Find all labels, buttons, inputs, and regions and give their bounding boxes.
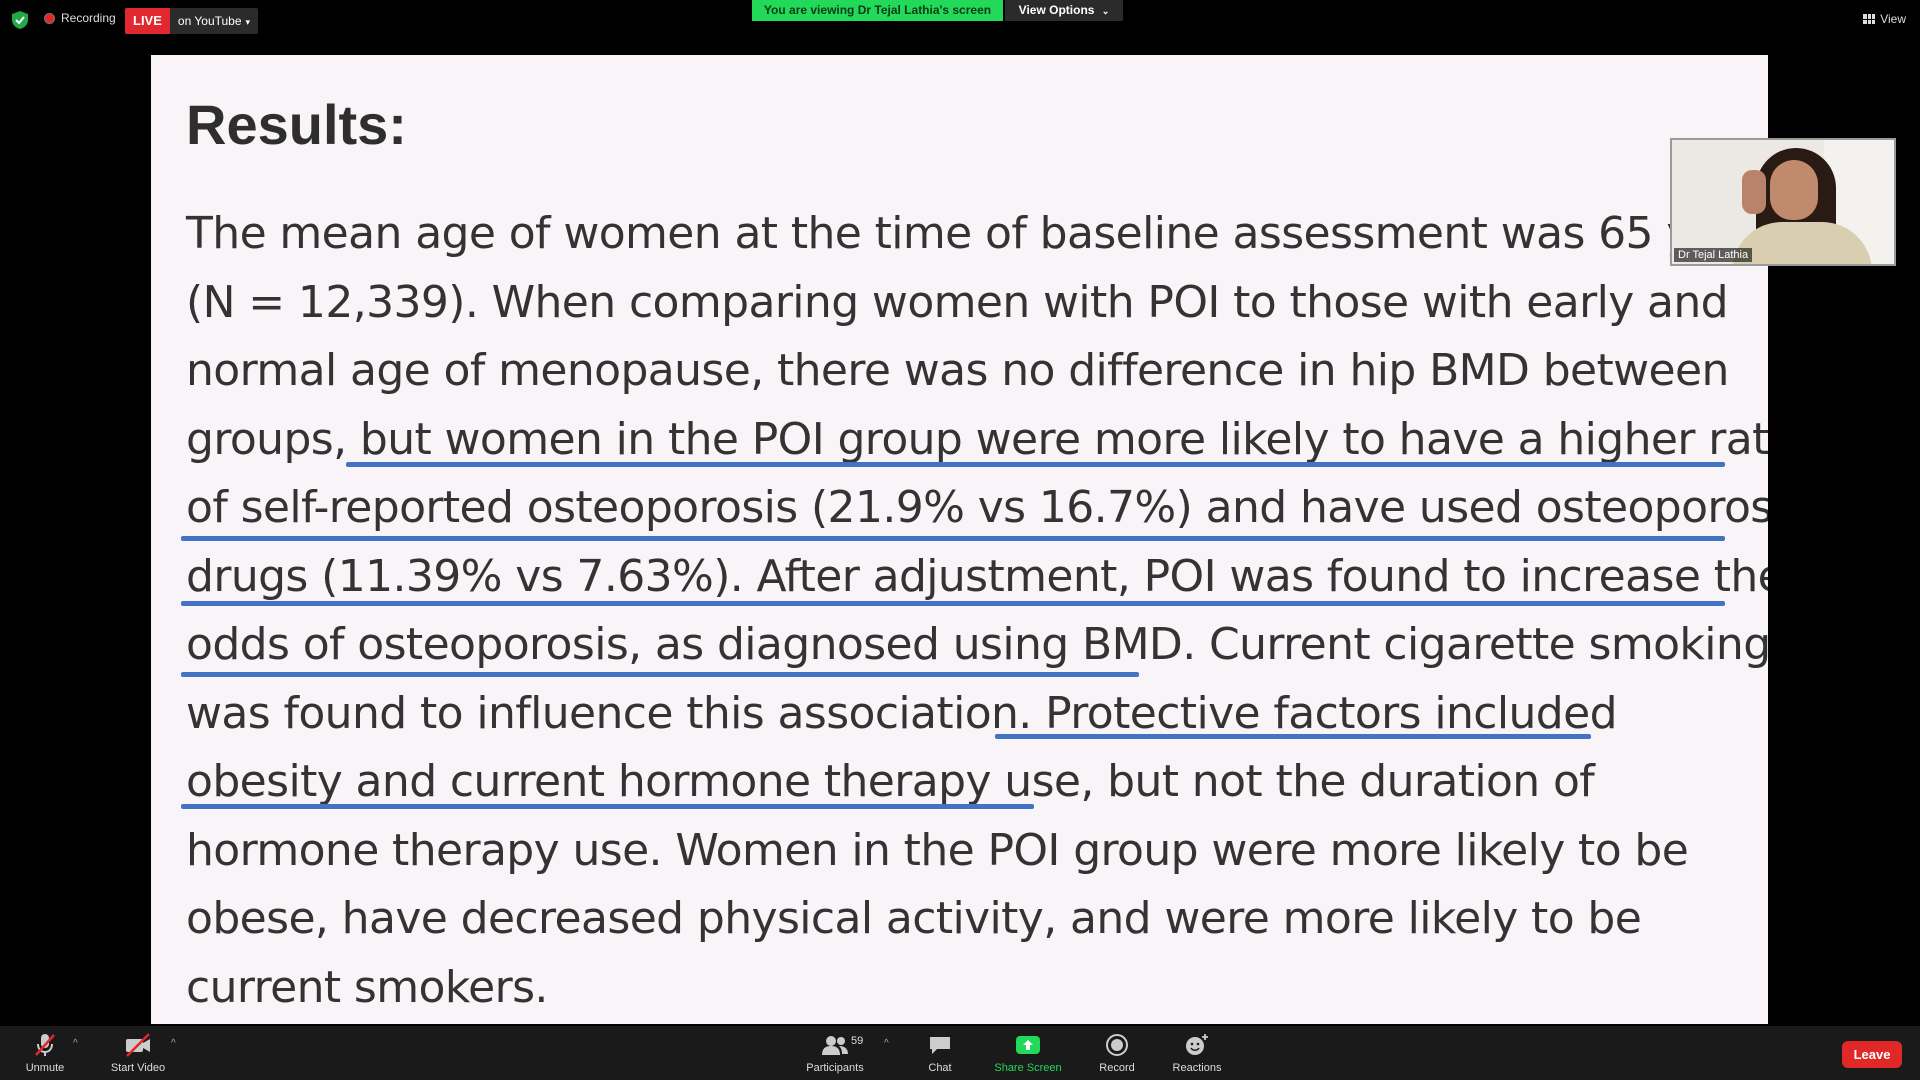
share-screen-icon xyxy=(1015,1032,1041,1058)
smiley-plus-icon xyxy=(1184,1032,1210,1058)
participants-options-caret-icon[interactable]: ^ xyxy=(884,1038,889,1049)
share-screen-button[interactable]: Share Screen xyxy=(983,1032,1073,1074)
view-options-label: View Options xyxy=(1018,3,1095,17)
security-shield-icon[interactable] xyxy=(10,10,30,30)
slide-text-line: obesity and current hormone therapy use,… xyxy=(186,756,1595,807)
live-stream-indicator[interactable]: LIVE on YouTube ▾ xyxy=(125,8,259,34)
record-icon xyxy=(1105,1032,1129,1058)
annotation-underline xyxy=(181,601,1725,606)
leave-button[interactable]: Leave xyxy=(1842,1041,1902,1068)
participants-button[interactable]: Participants xyxy=(790,1032,880,1074)
participant-face xyxy=(1770,160,1818,220)
reactions-button[interactable]: Reactions xyxy=(1152,1032,1242,1074)
start-video-label: Start Video xyxy=(110,1062,166,1074)
live-destination-dropdown[interactable]: on YouTube ▾ xyxy=(170,8,258,34)
chat-label: Chat xyxy=(928,1062,952,1074)
annotation-underline xyxy=(346,462,1725,467)
view-options-button[interactable]: View Options ⌄ xyxy=(1005,0,1123,21)
recording-indicator[interactable]: Recording xyxy=(44,11,116,25)
meeting-controls-toolbar: Unmute ^ Start Video ^ Participants 59 ^ xyxy=(0,1026,1920,1080)
slide-text-line: normal age of menopause, there was no di… xyxy=(186,345,1729,396)
view-button[interactable]: View xyxy=(1863,12,1906,26)
slide-text-line: odds of osteoporosis, as diagnosed using… xyxy=(186,619,1768,670)
slide-text-line: drugs (11.39% vs 7.63%). After adjustmen… xyxy=(186,550,1768,602)
participant-video-thumbnail[interactable]: Dr Tejal Lathia xyxy=(1670,138,1896,266)
unmute-label: Unmute xyxy=(25,1062,65,1074)
view-label: View xyxy=(1880,12,1906,26)
annotation-underline xyxy=(995,734,1591,739)
audio-options-caret-icon[interactable]: ^ xyxy=(73,1038,78,1049)
participant-hand xyxy=(1742,170,1766,214)
slide-text-line: of self-reported osteoporosis (21.9% vs … xyxy=(186,482,1768,533)
slide-text-line: obese, have decreased physical activity,… xyxy=(186,893,1642,944)
slide-text-line: The mean age of women at the time of bas… xyxy=(186,208,1768,259)
live-destination-label: on YouTube xyxy=(177,14,242,28)
reactions-label: Reactions xyxy=(1172,1062,1222,1074)
slide-heading: Results: xyxy=(186,93,407,156)
annotation-underline xyxy=(181,672,1139,677)
slide-text-line: (N = 12,339). When comparing women with … xyxy=(186,276,1729,328)
slide-text-line: groups, but women in the POI group were … xyxy=(186,413,1768,465)
participants-icon xyxy=(821,1032,849,1058)
participant-name-label: Dr Tejal Lathia xyxy=(1674,248,1753,262)
participant-body xyxy=(1732,222,1872,264)
recording-dot-icon xyxy=(44,12,55,24)
microphone-muted-icon xyxy=(32,1032,58,1058)
slide-body-text: The mean age of women at the time of bas… xyxy=(186,200,1768,1022)
shared-screen-slide: Results: The mean age of women at the ti… xyxy=(151,55,1768,1024)
annotation-underline xyxy=(181,536,1725,541)
participants-count: 59 xyxy=(851,1035,864,1047)
participants-label: Participants xyxy=(806,1062,864,1074)
unmute-button[interactable]: Unmute xyxy=(0,1032,90,1074)
meeting-top-bar: Recording LIVE on YouTube ▾ You are viewi… xyxy=(0,0,1920,40)
start-video-button[interactable]: Start Video xyxy=(93,1032,183,1074)
live-badge: LIVE xyxy=(125,8,170,34)
video-options-caret-icon[interactable]: ^ xyxy=(171,1038,176,1049)
share-screen-label: Share Screen xyxy=(994,1062,1062,1074)
annotation-underline xyxy=(181,804,1034,809)
viewing-screen-banner: You are viewing Dr Tejal Lathia's screen xyxy=(752,0,1003,21)
record-button[interactable]: Record xyxy=(1072,1032,1162,1074)
grid-view-icon xyxy=(1863,14,1876,24)
chat-button[interactable]: Chat xyxy=(895,1032,985,1074)
chevron-down-icon: ⌄ xyxy=(1101,6,1110,16)
slide-text-line: hormone therapy use. Women in the POI gr… xyxy=(186,824,1689,876)
chat-bubble-icon xyxy=(928,1032,952,1058)
caret-down-icon: ▾ xyxy=(245,17,251,27)
slide-text-line: current smokers. xyxy=(186,961,548,1013)
recording-label: Recording xyxy=(61,11,116,25)
record-label: Record xyxy=(1099,1062,1135,1074)
camera-off-icon xyxy=(124,1032,152,1058)
slide-text-line: was found to influence this association.… xyxy=(186,687,1618,739)
